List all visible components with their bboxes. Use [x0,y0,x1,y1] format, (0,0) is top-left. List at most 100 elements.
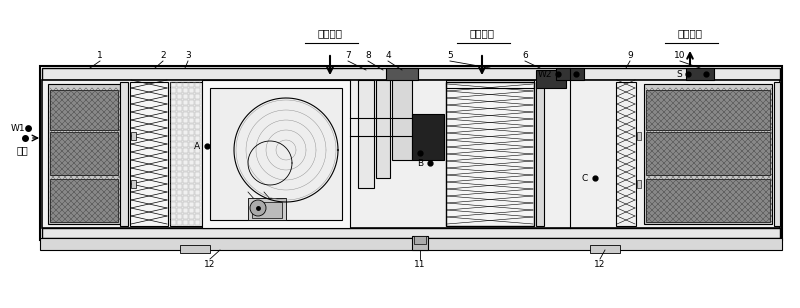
Text: C: C [582,173,588,183]
Bar [183,184,188,189]
Bar [177,106,182,111]
Bar [536,82,544,226]
Bar [637,132,641,140]
Bar [171,124,176,129]
Bar [646,179,770,222]
Bar [183,130,188,135]
Bar [195,172,200,177]
Text: 2: 2 [160,51,166,60]
Bar [50,90,118,130]
Bar [50,132,118,175]
Bar [195,88,200,93]
Bar [189,118,194,123]
Bar [177,172,182,177]
Bar [171,118,176,123]
Bar [183,94,188,99]
Bar [183,202,188,207]
Bar [171,106,176,111]
Bar [189,214,194,219]
Text: B: B [417,159,423,168]
Bar [646,90,770,130]
Bar [171,196,176,201]
Bar [171,178,176,183]
Bar [556,68,584,80]
Bar [171,88,176,93]
Bar [536,70,566,88]
Bar [189,166,194,171]
Bar [195,130,200,135]
Bar [195,118,200,123]
Bar [171,112,176,117]
Bar [202,80,350,228]
Bar [183,214,188,219]
Bar [177,100,182,105]
Bar [50,179,118,222]
Bar [195,208,200,213]
Bar [183,82,188,87]
Bar [183,112,188,117]
Bar [189,136,194,141]
Bar [183,196,188,201]
Bar [195,154,200,159]
Bar [195,196,200,201]
Bar [195,124,200,129]
Bar [195,160,200,165]
Bar [130,82,168,226]
Bar [189,148,194,153]
Bar [171,142,176,147]
Bar [183,118,188,123]
Bar [171,100,176,105]
Bar [189,178,194,183]
Bar [195,106,200,111]
Bar [183,166,188,171]
Bar [183,136,188,141]
Bar [183,88,188,93]
Bar [189,94,194,99]
Bar [414,236,426,244]
Bar [177,166,182,171]
Bar [195,112,200,117]
Text: 5: 5 [447,51,453,60]
Bar [42,68,780,80]
Bar [189,142,194,147]
Bar [195,148,200,153]
Bar [195,82,200,87]
Bar [446,80,534,88]
Bar [189,112,194,117]
Bar [171,214,176,219]
Bar [189,196,194,201]
Bar [189,88,194,93]
Bar [177,124,182,129]
Bar [195,220,200,225]
Bar [171,190,176,195]
Bar [177,220,182,225]
Bar [189,172,194,177]
Bar [183,154,188,159]
Bar [177,202,182,207]
Bar [686,68,714,80]
Bar [177,88,182,93]
Bar [386,68,418,80]
Bar [590,245,620,253]
Text: 11: 11 [414,260,426,269]
Bar [183,220,188,225]
Text: W1●: W1● [10,124,34,133]
Bar [195,166,200,171]
Circle shape [250,200,266,216]
Bar [189,208,194,213]
Bar [177,160,182,165]
Bar [48,84,120,224]
Bar [195,178,200,183]
Bar [195,136,200,141]
Bar [183,160,188,165]
Bar [252,202,282,218]
Bar [171,208,176,213]
Text: 再生风出: 再生风出 [318,28,342,38]
Bar [358,80,374,188]
Bar [183,178,188,183]
Bar [177,214,182,219]
Bar [189,160,194,165]
Bar [171,172,176,177]
Bar [171,202,176,207]
Bar [177,190,182,195]
